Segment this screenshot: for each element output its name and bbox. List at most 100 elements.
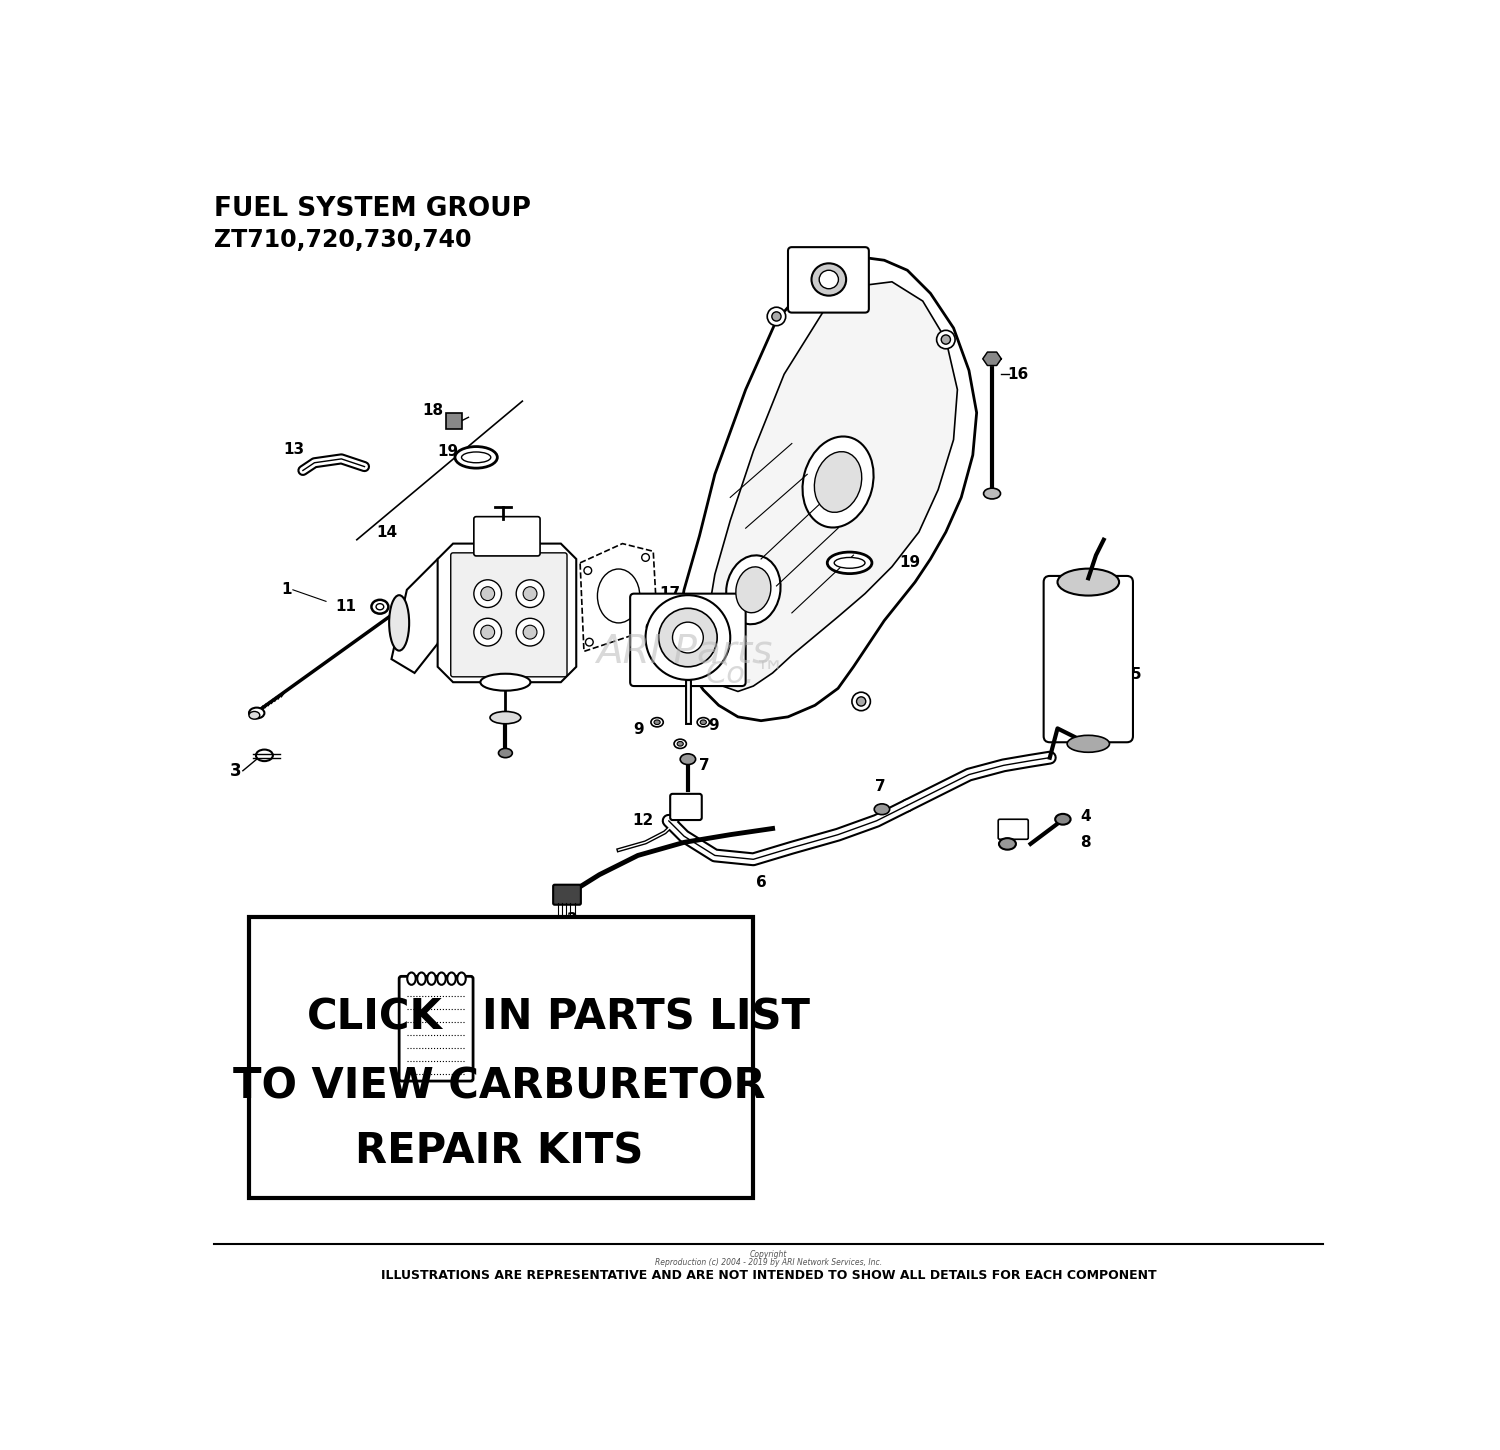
Ellipse shape <box>458 973 466 985</box>
Text: 2: 2 <box>567 912 578 927</box>
FancyBboxPatch shape <box>998 819 1028 840</box>
Circle shape <box>474 618 501 647</box>
Ellipse shape <box>815 451 861 512</box>
Ellipse shape <box>462 452 490 463</box>
Circle shape <box>940 335 951 344</box>
Circle shape <box>524 587 537 600</box>
Ellipse shape <box>406 973 416 985</box>
Ellipse shape <box>1054 813 1071 825</box>
Text: 9: 9 <box>708 718 720 732</box>
Text: 16: 16 <box>1008 367 1029 381</box>
Circle shape <box>482 625 495 639</box>
Text: ARI Parts: ARI Parts <box>596 632 772 670</box>
Ellipse shape <box>698 718 709 726</box>
Polygon shape <box>676 257 976 721</box>
Ellipse shape <box>417 973 426 985</box>
Text: 8: 8 <box>1080 835 1090 850</box>
Ellipse shape <box>1058 568 1119 596</box>
FancyBboxPatch shape <box>788 247 868 313</box>
Ellipse shape <box>597 568 640 624</box>
Circle shape <box>516 580 544 608</box>
Circle shape <box>584 567 591 574</box>
Text: Copyright: Copyright <box>750 1250 788 1260</box>
Circle shape <box>658 609 717 667</box>
Circle shape <box>585 638 592 647</box>
FancyBboxPatch shape <box>450 552 567 677</box>
Ellipse shape <box>427 973 435 985</box>
Text: 4: 4 <box>1080 809 1090 825</box>
Polygon shape <box>580 544 657 651</box>
Polygon shape <box>982 352 1002 365</box>
Text: 13: 13 <box>284 442 304 457</box>
Ellipse shape <box>680 754 696 764</box>
Text: 14: 14 <box>376 525 398 539</box>
FancyBboxPatch shape <box>670 793 702 821</box>
Text: TO VIEW CARBURETOR: TO VIEW CARBURETOR <box>232 1066 765 1108</box>
Ellipse shape <box>1066 735 1110 753</box>
Text: REPAIR KITS: REPAIR KITS <box>356 1131 644 1173</box>
Text: 5: 5 <box>1131 667 1142 681</box>
Ellipse shape <box>438 973 446 985</box>
Ellipse shape <box>834 557 866 568</box>
FancyBboxPatch shape <box>399 976 472 1082</box>
Text: 7: 7 <box>699 758 709 773</box>
Ellipse shape <box>490 712 520 724</box>
FancyBboxPatch shape <box>446 413 462 429</box>
Text: FUEL SYSTEM GROUP: FUEL SYSTEM GROUP <box>214 196 531 222</box>
FancyBboxPatch shape <box>474 516 540 555</box>
Circle shape <box>694 624 703 632</box>
Text: 9: 9 <box>633 722 644 738</box>
Ellipse shape <box>480 674 531 690</box>
Circle shape <box>646 624 654 631</box>
Text: 3: 3 <box>230 761 242 780</box>
Text: 7: 7 <box>874 779 885 793</box>
Text: 6: 6 <box>756 874 766 890</box>
Ellipse shape <box>249 708 264 718</box>
Ellipse shape <box>654 721 660 725</box>
FancyBboxPatch shape <box>630 593 746 686</box>
Ellipse shape <box>388 594 410 651</box>
Ellipse shape <box>984 489 1000 499</box>
Ellipse shape <box>372 600 388 613</box>
Text: 18: 18 <box>423 403 444 418</box>
Ellipse shape <box>498 748 513 758</box>
Circle shape <box>690 619 708 638</box>
Text: 19: 19 <box>438 444 459 458</box>
Ellipse shape <box>736 567 771 613</box>
Ellipse shape <box>819 270 839 289</box>
Ellipse shape <box>828 552 872 574</box>
Circle shape <box>772 312 782 320</box>
Circle shape <box>474 580 501 608</box>
Text: ZT710,720,730,740: ZT710,720,730,740 <box>214 228 472 252</box>
Bar <box>249 916 753 1198</box>
Text: 12: 12 <box>632 813 654 828</box>
Circle shape <box>482 587 495 600</box>
Ellipse shape <box>249 712 259 719</box>
Circle shape <box>852 692 870 710</box>
Circle shape <box>672 622 704 652</box>
Polygon shape <box>438 544 576 682</box>
Ellipse shape <box>999 838 1016 850</box>
Text: Reproduction (c) 2004 - 2019 by ARI Network Services, Inc.: Reproduction (c) 2004 - 2019 by ARI Netw… <box>656 1259 882 1267</box>
Polygon shape <box>704 281 957 692</box>
FancyBboxPatch shape <box>554 884 580 905</box>
Ellipse shape <box>802 436 873 528</box>
Ellipse shape <box>447 973 456 985</box>
Text: 17: 17 <box>660 586 681 602</box>
Text: Co.™: Co.™ <box>705 660 786 689</box>
Text: 11: 11 <box>336 599 357 615</box>
Circle shape <box>936 331 956 349</box>
Circle shape <box>856 697 865 706</box>
Circle shape <box>516 618 544 647</box>
Ellipse shape <box>700 721 706 725</box>
Ellipse shape <box>812 264 846 296</box>
Circle shape <box>642 554 650 561</box>
Ellipse shape <box>256 750 273 761</box>
Circle shape <box>645 594 730 680</box>
Circle shape <box>766 307 786 326</box>
Ellipse shape <box>674 740 687 748</box>
Ellipse shape <box>676 741 684 747</box>
Ellipse shape <box>651 718 663 726</box>
Ellipse shape <box>726 555 780 625</box>
Ellipse shape <box>874 803 890 815</box>
